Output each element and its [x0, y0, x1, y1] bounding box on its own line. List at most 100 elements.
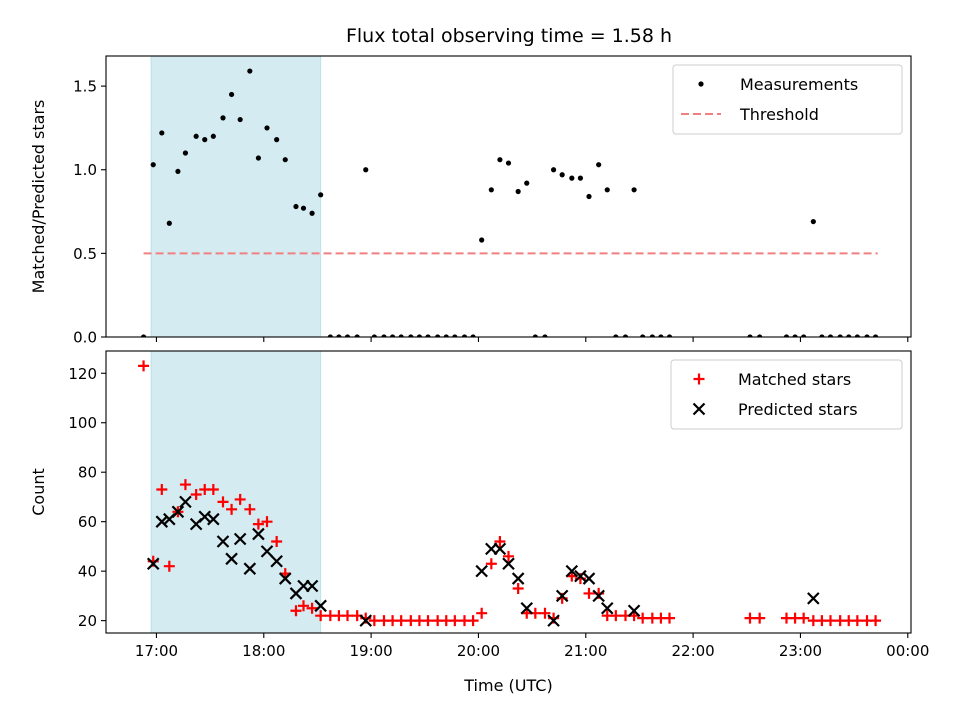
legend-label: Matched stars	[738, 370, 851, 389]
measurement-point	[542, 334, 548, 337]
predicted-star-point	[565, 564, 579, 578]
measurement-point	[461, 334, 468, 337]
series-predicted-stars	[146, 495, 820, 627]
legend-measurement-marker	[698, 81, 704, 87]
legend-matched-marker	[693, 373, 705, 385]
predicted-star-point	[225, 552, 238, 566]
measurement-point	[389, 334, 396, 337]
matched-star-point	[422, 615, 434, 627]
predicted-star-point	[520, 601, 534, 615]
observing-span	[150, 350, 322, 634]
predicted-star-point	[243, 562, 257, 575]
matched-star-point	[512, 582, 524, 594]
measurement-point	[854, 334, 860, 337]
x-tick-label: 18:00	[242, 642, 285, 660]
predicted-star-point	[155, 515, 169, 528]
legend-box	[672, 64, 903, 135]
matched-star-point	[467, 615, 479, 627]
matched-star-point	[825, 615, 836, 627]
panel-ratio: 0.0 0.5 1.0 1.5 Matched/Predicted stars Measu…	[29, 55, 912, 347]
predicted-star-point	[555, 589, 569, 603]
measurement-point	[371, 334, 377, 337]
matched-star-point	[870, 615, 882, 627]
measurement-point	[398, 334, 404, 337]
measurement-point	[327, 334, 333, 337]
matched-star-point	[851, 615, 863, 627]
chart-title: Flux total observing time = 1.58 h	[346, 25, 672, 47]
predicted-star-point	[627, 604, 641, 618]
measurement-point	[569, 175, 575, 181]
matched-star-point	[754, 612, 766, 624]
x-tick-label: 17:00	[135, 642, 178, 660]
measurement-point	[827, 334, 834, 337]
predicted-star-point	[233, 532, 247, 546]
matched-star-point	[271, 535, 283, 547]
y-tick-label: 120	[68, 365, 97, 383]
panel-counts: 17:00 18:00 19:00 20:00 21:00 22:00 23:00 00:00…	[29, 350, 929, 695]
measurement-point	[596, 162, 602, 168]
matched-star-point	[163, 560, 175, 572]
measurement-point	[622, 334, 629, 337]
measurement-point	[344, 334, 351, 337]
legend-predicted-marker	[692, 402, 706, 416]
measurement-point	[255, 155, 262, 161]
measurement-point	[210, 133, 216, 139]
matched-star-point	[449, 615, 461, 627]
measurement-point	[220, 115, 226, 121]
measurement-point	[864, 334, 870, 337]
predicted-star-point	[807, 592, 820, 605]
matched-star-point	[539, 607, 551, 619]
predicted-star-point	[547, 614, 560, 627]
measurement-point	[497, 157, 503, 163]
x-tick-label: 19:00	[349, 642, 392, 660]
measurement-point	[846, 334, 852, 337]
matched-star-point	[395, 615, 407, 627]
predicted-star-point	[216, 535, 230, 548]
measurement-point	[363, 167, 369, 173]
matched-star-point	[494, 535, 506, 547]
measurement-point	[757, 334, 763, 337]
measurement-point	[247, 68, 253, 74]
measurement-point	[264, 125, 270, 131]
measurement-point	[872, 334, 879, 337]
y-axis-label: Matched/Predicted stars	[29, 100, 48, 294]
legend-box	[670, 359, 903, 430]
matched-star-point	[138, 360, 150, 372]
predicted-star-point	[252, 527, 265, 541]
predicted-star-point	[179, 495, 192, 509]
x-tick-label: 21:00	[564, 642, 607, 660]
matched-star-point	[610, 610, 622, 622]
measurement-point	[274, 137, 280, 143]
predicted-star-point	[146, 557, 160, 571]
matched-star-point	[744, 612, 756, 624]
matched-star-point	[226, 503, 238, 515]
matched-star-point	[315, 610, 327, 622]
y-tick-label: 0.5	[73, 245, 97, 263]
matched-star-point	[207, 484, 219, 496]
measurement-point	[747, 334, 753, 337]
measurement-point	[228, 91, 235, 98]
predicted-star-point	[359, 614, 373, 627]
legend: Matched stars Predicted stars	[670, 359, 903, 430]
series-measurements	[140, 68, 879, 337]
matched-star-point	[252, 518, 264, 530]
matched-star-point	[637, 612, 649, 624]
axes-frame	[105, 55, 912, 338]
measurement-point	[237, 116, 243, 123]
measurement-point	[819, 334, 825, 337]
measurement-point	[666, 334, 673, 337]
measurement-point	[801, 334, 807, 337]
predicted-star-point	[493, 542, 507, 556]
measurement-point	[783, 334, 790, 337]
legend: Measurements Threshold	[672, 64, 903, 135]
plot-area	[138, 360, 882, 627]
plot-area	[140, 68, 879, 337]
measurement-point	[166, 220, 172, 226]
measurement-point	[425, 334, 431, 337]
measurement-point	[443, 334, 449, 337]
x-tick-label: 22:00	[671, 642, 714, 660]
measurement-point	[354, 334, 360, 337]
matched-star-point	[244, 503, 256, 515]
measurement-point	[586, 193, 592, 200]
measurement-point	[649, 334, 655, 337]
